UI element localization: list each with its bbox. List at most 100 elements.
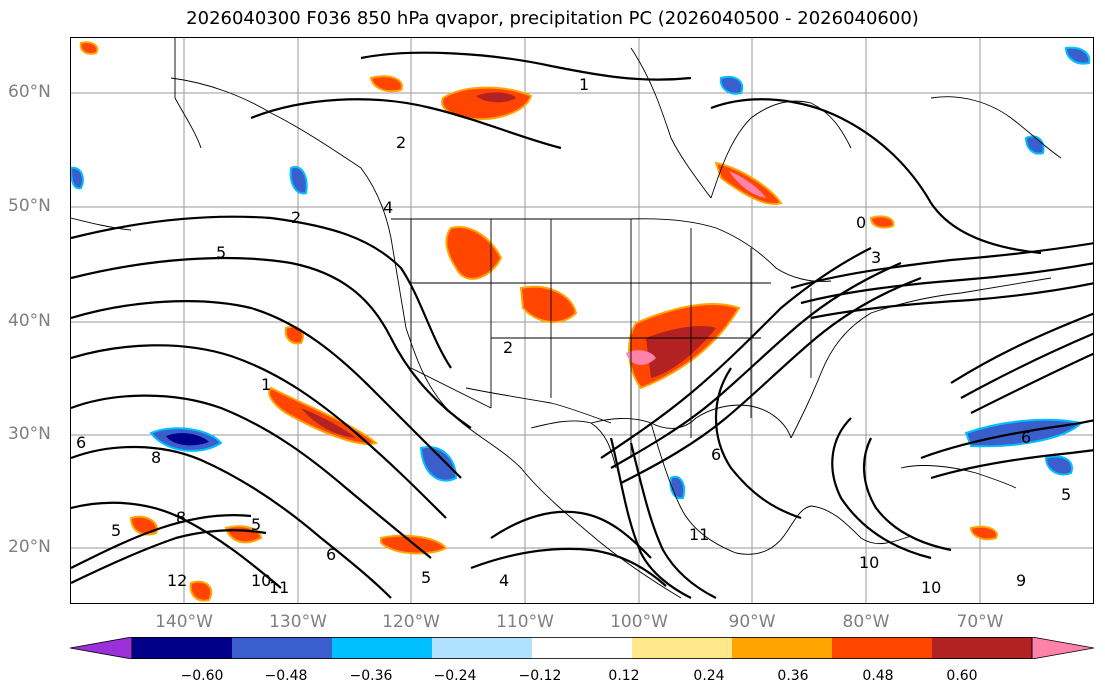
map-title: 2026040300 F036 850 hPa qvapor, precipit…: [186, 8, 919, 29]
contour-label: 8: [176, 508, 186, 527]
contour-line: [790, 242, 1093, 290]
contour-label: 1: [261, 375, 271, 394]
positive-anomaly-area: [268, 386, 379, 445]
contour-line: [920, 419, 1093, 460]
contour-line: [71, 394, 432, 559]
aleutian-coast: [71, 217, 132, 231]
colorbar-segment: [932, 637, 1033, 659]
colorbar-segment: [632, 637, 733, 659]
contour-label: 1: [579, 75, 589, 94]
contour-line: [610, 261, 902, 469]
positive-anomaly-area: [129, 515, 158, 536]
lat-label-30n: 30°N: [8, 424, 51, 444]
lon-label-120w: 120°W: [382, 612, 440, 632]
positive-anomaly-area: [445, 226, 503, 280]
colorbar-outline: [131, 637, 1033, 659]
contour-label: 5: [1061, 485, 1071, 504]
contour-label: 12: [167, 571, 187, 590]
contour-line: [71, 344, 447, 519]
contour-line: [71, 514, 252, 569]
strong-negative-anomaly-area: [166, 433, 209, 446]
lon-label-140w: 140°W: [155, 612, 213, 632]
contour-line: [250, 98, 562, 150]
contour-line: [629, 442, 717, 599]
contour-line: [71, 501, 282, 589]
contour-line: [609, 437, 692, 599]
lon-label-100w: 100°W: [610, 612, 668, 632]
contour-label: 8: [151, 448, 161, 467]
contour-line: [71, 300, 462, 479]
positive-anomaly-area: [189, 580, 213, 602]
contour-label: 11: [689, 525, 709, 544]
contour-line: [710, 98, 1042, 255]
contour-line: [810, 282, 1093, 320]
contour-line: [71, 215, 452, 369]
contour-label: 9: [1016, 571, 1026, 590]
west-coastline: [170, 77, 682, 599]
contour-line: [71, 445, 392, 599]
positive-anomaly-area: [869, 215, 895, 229]
contour-line: [950, 312, 1093, 384]
qvapor-contours: [71, 51, 1093, 599]
lat-label-50n: 50°N: [8, 196, 51, 216]
positive-anomaly-area: [79, 41, 99, 55]
contour-label: 4: [383, 198, 393, 217]
contour-line: [71, 256, 472, 429]
positive-anomaly-area: [519, 285, 578, 324]
us-canada-border-east: [630, 218, 832, 282]
contour-label: 5: [421, 568, 431, 587]
colorbar-segment: [732, 637, 833, 659]
hudson-bay-west-coast: [630, 47, 712, 199]
precipitation-shading: [71, 41, 1091, 602]
contour-label: 10: [921, 578, 941, 597]
strong-positive-anomaly-area: [301, 408, 356, 438]
cuba-outline: [900, 465, 1017, 489]
colorbar-segment: [832, 637, 933, 659]
negative-anomaly-area: [419, 446, 458, 482]
lon-label-70w: 70°W: [956, 612, 1004, 632]
colorbar-tick-label: −0.60: [180, 668, 224, 684]
gulf-of-california-coast: [530, 420, 617, 469]
coastlines-and-borders: [71, 38, 1062, 599]
contour-label: 3: [871, 248, 881, 267]
contour-line: [930, 449, 1093, 480]
negative-anomaly-area: [71, 166, 84, 190]
negative-anomaly-area: [669, 475, 685, 500]
contour-line: [960, 332, 1093, 399]
colorbar-segment: [332, 637, 433, 659]
contour-line: [800, 262, 1093, 305]
contour-label: 2: [503, 338, 513, 357]
colorbar-tick-label: 0.36: [777, 668, 809, 684]
contour-line: [970, 352, 1093, 414]
contour-labels: 1 2 2 4 2 0 3 5 1 6 8 8 5 6 5 12 10 11 5…: [76, 75, 1071, 597]
strong-positive-anomaly-area: [646, 326, 716, 378]
colorbar-segment: [132, 637, 233, 659]
negative-anomaly-area: [719, 76, 744, 95]
positive-anomaly-area: [369, 75, 403, 93]
lat-label-20n: 20°N: [8, 537, 51, 557]
colorbar-tick-label: 0.60: [946, 668, 978, 684]
negative-anomaly-area: [1064, 46, 1091, 65]
colorbar-tick-label: −0.24: [433, 668, 477, 684]
contour-label: 5: [216, 243, 226, 262]
contour-label: 10: [251, 571, 271, 590]
contour-label: 5: [111, 521, 121, 540]
contour-label: 2: [291, 208, 301, 227]
contour-line: [600, 247, 872, 459]
lat-label-60n: 60°N: [8, 82, 51, 102]
colorbar-segment: [432, 637, 533, 659]
contour-line: [71, 529, 267, 584]
contour-line: [620, 276, 922, 484]
positive-anomaly-area: [969, 525, 998, 541]
contour-label: 6: [76, 433, 86, 452]
contour-label: 4: [499, 571, 509, 590]
contour-label: 6: [1021, 428, 1031, 447]
contour-line: [831, 417, 932, 560]
colorbar-tick-label: −0.48: [264, 668, 308, 684]
lon-label-110w: 110°W: [496, 612, 554, 632]
contour-label: 6: [326, 545, 336, 564]
contour-line: [715, 367, 802, 520]
hudson-bay-coast: [710, 100, 852, 199]
contour-label: 11: [269, 578, 289, 597]
graticule: [71, 38, 1093, 603]
